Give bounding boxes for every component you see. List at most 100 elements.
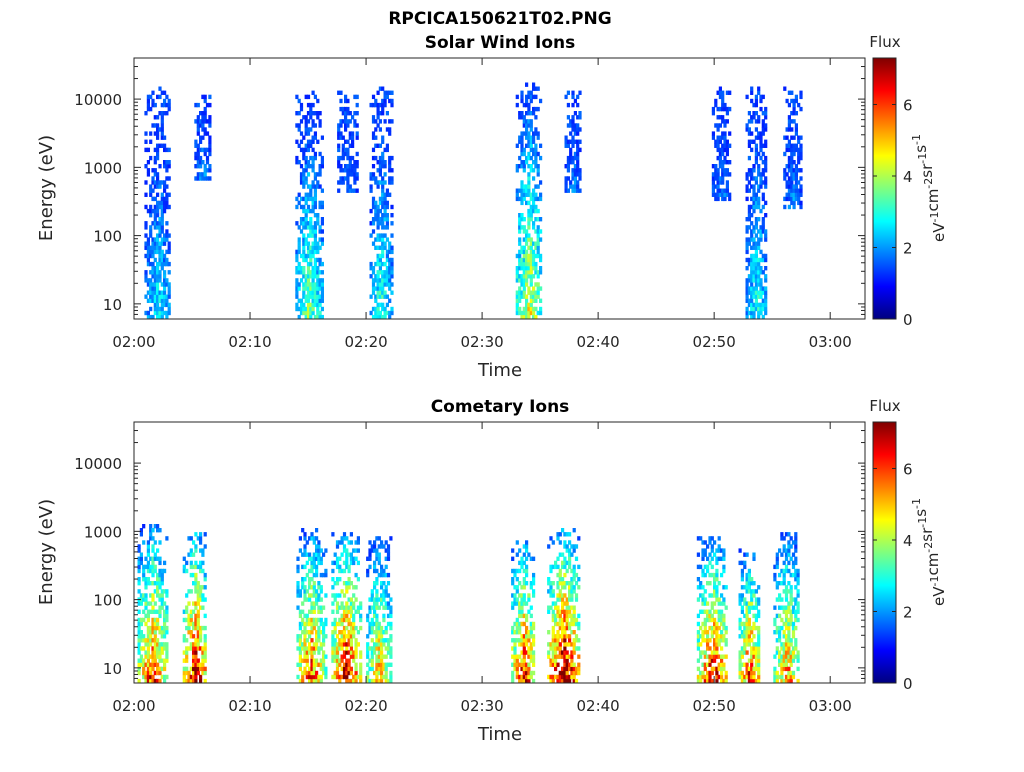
flux-cell (370, 666, 374, 672)
flux-cell (706, 564, 710, 570)
flux-cell (388, 176, 392, 181)
flux-cell (747, 225, 751, 230)
flux-cell (577, 585, 581, 590)
flux-cell (158, 593, 162, 598)
flux-cell (378, 261, 382, 267)
flux-cell (797, 180, 801, 185)
flux-cell (565, 597, 569, 602)
flux-cell (313, 233, 317, 238)
flux-cell (337, 155, 341, 161)
flux-cell (304, 123, 308, 128)
flux-cell (576, 131, 580, 136)
flux-cell (561, 625, 565, 631)
flux-cell (529, 278, 533, 283)
flux-cell (789, 593, 793, 598)
flux-cell (761, 306, 765, 312)
flux-cell (384, 670, 388, 676)
flux-cell (333, 581, 337, 586)
flux-cell (794, 164, 798, 169)
flux-cell (306, 160, 311, 165)
flux-cell (534, 270, 538, 275)
panel-title: Solar Wind Ions (425, 33, 576, 53)
flux-cell (369, 102, 373, 108)
flux-cell (764, 106, 768, 112)
flux-cell (146, 544, 150, 549)
flux-cell (388, 310, 392, 316)
flux-cell (156, 147, 160, 153)
flux-cell (539, 286, 543, 291)
flux-cell (331, 568, 335, 574)
flux-cell (520, 160, 524, 165)
flux-cell (561, 621, 565, 627)
flux-cell (335, 581, 340, 586)
flux-cell (754, 650, 758, 655)
flux-cell (743, 552, 747, 557)
flux-cell (529, 261, 533, 267)
flux-cell (752, 278, 756, 283)
flux-cell (515, 552, 519, 557)
flux-cell (344, 106, 348, 112)
flux-cell (701, 585, 705, 590)
flux-cell (750, 168, 754, 173)
flux-cell (199, 160, 203, 165)
flux-cell (313, 184, 317, 189)
flux-cell (374, 298, 378, 303)
flux-cell (366, 650, 370, 655)
flux-cell (780, 646, 784, 651)
flux-cell (156, 577, 160, 582)
flux-cell (383, 261, 387, 267)
flux-cell (711, 172, 715, 177)
flux-cell (518, 294, 522, 299)
flux-cell (520, 650, 524, 655)
flux-cell (757, 678, 761, 684)
flux-cell (351, 155, 355, 161)
flux-cell (311, 200, 315, 206)
flux-cell (745, 196, 749, 202)
flux-cell (534, 131, 538, 136)
flux-cell (789, 536, 793, 541)
flux-cell (163, 204, 167, 210)
flux-cell (324, 593, 328, 598)
flux-cell (137, 670, 141, 676)
flux-cell (313, 131, 317, 136)
flux-cell (374, 294, 378, 299)
flux-cell (747, 127, 751, 132)
flux-cell (297, 143, 301, 148)
flux-cell (371, 270, 376, 275)
flux-cell (299, 204, 304, 210)
flux-cell (745, 282, 749, 287)
flux-cell (304, 160, 308, 165)
flux-cell (139, 552, 143, 557)
flux-cell (782, 577, 786, 582)
flux-cell (532, 111, 536, 116)
flux-cell (377, 666, 381, 672)
flux-cell (527, 634, 531, 639)
flux-cell (787, 90, 791, 95)
flux-cell (302, 147, 306, 153)
flux-cell (520, 658, 524, 663)
flux-cell (199, 646, 203, 651)
flux-cell (296, 589, 300, 594)
flux-cell (745, 225, 749, 230)
flux-cell (377, 552, 381, 557)
flux-cell (571, 160, 575, 165)
x-tick-label: 02:50 (693, 333, 736, 351)
flux-cell (302, 172, 306, 177)
flux-cell (534, 306, 538, 312)
flux-cell (529, 266, 533, 271)
flux-cell (549, 564, 553, 570)
flux-cell (331, 646, 335, 651)
flux-cell (711, 135, 715, 140)
flux-cell (337, 143, 341, 148)
flux-cell (529, 196, 533, 202)
flux-cell (347, 617, 351, 623)
flux-cell (561, 581, 565, 586)
flux-cell (375, 642, 379, 647)
flux-cell (790, 119, 794, 124)
flux-cell (309, 270, 313, 275)
flux-cell (305, 630, 309, 635)
flux-cell (565, 544, 569, 549)
flux-cell (156, 200, 160, 206)
flux-cell (167, 98, 171, 104)
flux-cell (725, 139, 729, 144)
